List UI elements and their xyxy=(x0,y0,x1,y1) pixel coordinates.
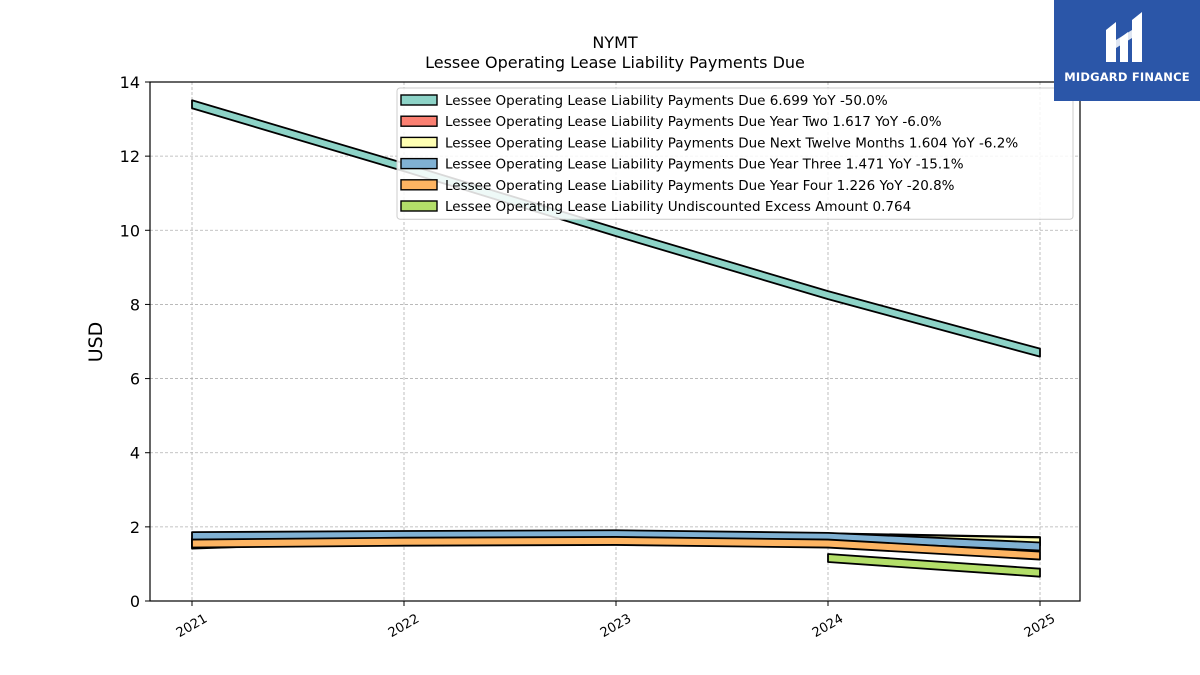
legend-box xyxy=(396,87,1074,220)
legend-label: Lessee Operating Lease Liability Payment… xyxy=(445,93,888,109)
chart-subtitle-line: Lessee Operating Lease Liability Payment… xyxy=(425,53,805,72)
legend-label: Lessee Operating Lease Liability Undisco… xyxy=(445,199,911,215)
legend-label: Lessee Operating Lease Liability Payment… xyxy=(445,157,964,173)
legend: Lessee Operating Lease Liability Payment… xyxy=(396,87,1074,220)
legend-swatch xyxy=(400,94,438,106)
chart-title: NYMT Lessee Operating Lease Liability Pa… xyxy=(425,33,805,72)
chart-title-line: NYMT xyxy=(592,33,638,52)
series-ribbon xyxy=(191,536,1041,561)
legend-label: Lessee Operating Lease Liability Payment… xyxy=(445,114,942,130)
y-axis: 0 2 4 6 8 10 12 14 xyxy=(120,73,150,611)
legend-swatch xyxy=(400,179,438,191)
series-ribbon xyxy=(827,553,1041,578)
y-tick-label: 0 xyxy=(130,592,140,611)
x-tick-label: 2023 xyxy=(598,611,634,641)
legend-swatch xyxy=(400,136,438,149)
y-tick-label: 10 xyxy=(120,221,140,240)
y-tick-label: 12 xyxy=(120,147,140,166)
x-tick-label: 2025 xyxy=(1022,611,1058,641)
x-axis: 2021 2022 2023 2024 2025 xyxy=(174,601,1058,641)
y-tick-label: 8 xyxy=(130,295,140,314)
legend-swatch xyxy=(400,115,438,127)
legend-label: Lessee Operating Lease Liability Payment… xyxy=(445,178,955,194)
legend-label: Lessee Operating Lease Liability Payment… xyxy=(445,135,1018,151)
y-axis-label: USD xyxy=(85,322,107,363)
logo-text: MIDGARD FINANCE xyxy=(1064,70,1190,84)
legend-swatch xyxy=(400,157,438,170)
y-tick-label: 6 xyxy=(130,370,140,389)
midgard-finance-logo: MIDGARD FINANCE xyxy=(1054,0,1200,101)
plot-frame xyxy=(149,81,1081,602)
y-tick-label: 14 xyxy=(120,73,140,92)
y-tick-label: 4 xyxy=(130,444,140,463)
x-tick-label: 2021 xyxy=(174,611,210,641)
legend-swatch xyxy=(400,200,438,212)
x-tick-label: 2022 xyxy=(386,611,422,641)
midgard-logo-icon xyxy=(1106,12,1142,62)
x-tick-label: 2024 xyxy=(810,611,846,641)
y-tick-label: 2 xyxy=(130,518,140,537)
